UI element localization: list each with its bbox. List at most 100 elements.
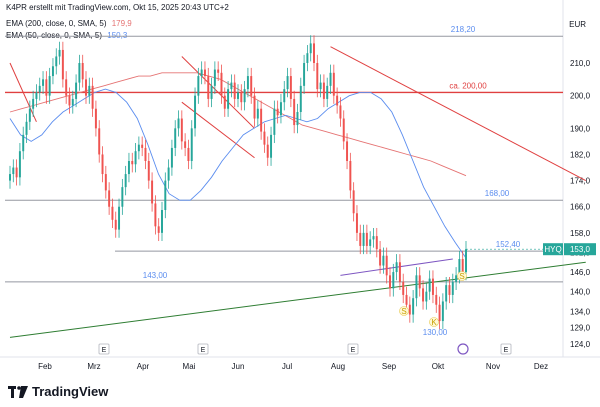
candle-body — [352, 190, 355, 214]
tradingview-logo-icon — [8, 385, 28, 398]
tradingview-logo-text: TradingView — [32, 384, 109, 399]
x-tick-label: Apr — [137, 362, 150, 371]
candle-body — [131, 161, 134, 165]
candle-body — [98, 128, 101, 155]
candle-body — [154, 203, 157, 227]
candle-body — [81, 63, 84, 80]
candle-body — [279, 102, 282, 116]
y-tick-label: 134,0 — [570, 307, 591, 316]
legend-ema200: EMA (200, close, 0, SMA, 5) 179,9 — [6, 19, 132, 28]
candle-body — [243, 89, 246, 103]
candle-body — [422, 288, 425, 302]
earnings-marker-box — [197, 343, 209, 355]
candle-body — [342, 118, 345, 142]
candle-body — [190, 128, 193, 161]
candle-body — [441, 301, 444, 322]
legend-ema50-label: EMA (50, close, 0, SMA, 5) — [6, 31, 103, 40]
candle-body — [303, 63, 306, 86]
x-tick-label: Jul — [282, 362, 292, 371]
candle-body — [184, 141, 187, 148]
candle-body — [260, 108, 263, 132]
candle-body — [78, 63, 81, 83]
candle-body — [266, 144, 269, 158]
candle-body — [114, 219, 117, 230]
candle-body — [15, 167, 18, 178]
candle-body — [385, 255, 388, 276]
currency-label: EUR — [569, 20, 586, 29]
candle-body — [240, 92, 243, 103]
candle-body — [25, 121, 28, 135]
ema50-line — [9, 88, 467, 259]
corporate-action-icon — [457, 343, 469, 355]
candle-body — [51, 66, 54, 77]
candle-body — [180, 118, 183, 142]
earnings-marker-box — [98, 343, 110, 355]
candle-body — [438, 304, 441, 322]
horizontal-level-label: ca. 200,00 — [449, 81, 487, 90]
pattern-marker-bg — [429, 317, 439, 327]
candle-body — [431, 278, 434, 295]
candle-body — [137, 144, 140, 152]
candle-body — [263, 131, 266, 145]
candle-body — [48, 76, 51, 96]
candle-body — [217, 69, 220, 73]
candle-body — [223, 95, 226, 109]
candle-body — [127, 161, 130, 175]
candle-body — [108, 190, 111, 207]
candle-body — [365, 232, 368, 246]
candle-body — [372, 236, 375, 240]
x-tick-label: Mrz — [87, 362, 100, 371]
candle-body — [233, 82, 236, 99]
x-tick-label: Feb — [38, 362, 52, 371]
horizontal-level-label: 143,00 — [143, 271, 168, 280]
y-tick-label: 146,0 — [570, 268, 591, 277]
candle-body — [309, 43, 312, 54]
candle-body — [161, 210, 163, 233]
candle-body — [273, 108, 276, 135]
candle-body — [276, 108, 279, 116]
x-tick-label: Sep — [382, 362, 397, 371]
last-price-badge — [564, 243, 596, 256]
candle-body — [187, 147, 190, 161]
candle-body — [12, 167, 15, 175]
candle-body — [35, 92, 38, 99]
y-tick-label: 190,0 — [570, 124, 591, 133]
candle-body — [299, 85, 302, 112]
candle-body — [141, 144, 144, 148]
x-tick-label: Aug — [331, 362, 345, 371]
candle-body — [28, 108, 31, 122]
candle-body — [9, 174, 11, 181]
candle-body — [220, 72, 223, 96]
candle-body — [402, 281, 405, 295]
candle-body — [448, 285, 451, 295]
candle-body — [359, 232, 362, 246]
candle-body — [332, 72, 335, 96]
y-tick-label: 158,0 — [570, 229, 591, 238]
candle-body — [246, 76, 249, 90]
earnings-marker-box — [500, 343, 512, 355]
legend-ema50: EMA (50, close, 0, SMA, 5) 150,3 — [6, 31, 127, 40]
tradingview-logo: TradingView — [8, 384, 108, 399]
candle-body — [306, 53, 309, 63]
candle-body — [170, 147, 173, 168]
candle-body — [200, 69, 203, 77]
candle-body — [319, 82, 322, 90]
candle-body — [197, 76, 200, 96]
candle-body — [104, 174, 107, 191]
candle-body — [18, 151, 21, 178]
candle-body — [237, 92, 239, 99]
candle-body — [375, 236, 378, 250]
candle-body — [379, 249, 382, 266]
candle-body — [293, 98, 296, 126]
candle-body — [101, 154, 104, 175]
candle-body — [392, 272, 395, 289]
candle-body — [144, 147, 147, 161]
candle-body — [167, 167, 170, 181]
y-tick-label: 124,0 — [570, 340, 591, 349]
candle-body — [55, 56, 58, 67]
x-tick-label: Okt — [432, 362, 445, 371]
candle-body — [455, 275, 458, 282]
candle-body — [65, 79, 68, 96]
x-tick-label: Mai — [183, 362, 196, 371]
